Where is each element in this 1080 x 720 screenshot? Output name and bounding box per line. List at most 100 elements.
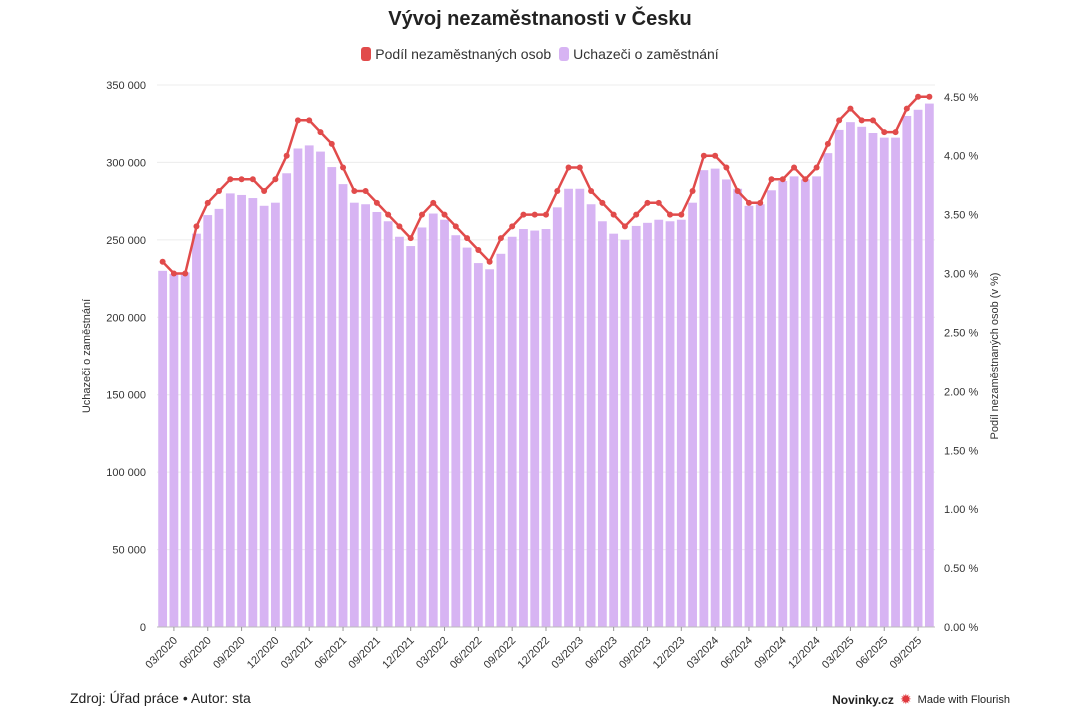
x-tick-label: 06/2021 bbox=[313, 635, 350, 672]
bar bbox=[237, 194, 246, 627]
bar bbox=[225, 193, 235, 627]
x-tick-label: 12/2022 bbox=[516, 635, 553, 672]
data-point bbox=[396, 223, 403, 230]
bar bbox=[609, 233, 619, 628]
data-point bbox=[418, 211, 425, 218]
y-left-tick-label: 200 000 bbox=[106, 312, 146, 324]
legend-swatch-rate bbox=[361, 47, 372, 61]
data-point bbox=[509, 223, 516, 230]
y-right-tick-label: 1.00 % bbox=[944, 504, 978, 516]
x-tick-label: 03/2025 bbox=[820, 635, 857, 672]
bar bbox=[406, 246, 416, 627]
data-point bbox=[734, 188, 741, 195]
bar bbox=[643, 222, 652, 627]
x-tick-label: 03/2022 bbox=[414, 635, 451, 672]
source-note: Zdroj: Úřad práce • Autor: sta bbox=[70, 690, 251, 706]
data-point bbox=[283, 152, 290, 159]
data-point bbox=[486, 258, 493, 265]
data-point bbox=[892, 129, 899, 136]
bar bbox=[552, 207, 562, 627]
data-point bbox=[926, 93, 933, 100]
bar bbox=[158, 270, 168, 627]
data-point bbox=[791, 164, 798, 171]
data-point bbox=[430, 199, 437, 206]
data-point bbox=[193, 223, 200, 230]
y-left-tick-label: 150 000 bbox=[106, 390, 146, 402]
data-point bbox=[182, 270, 189, 277]
data-point bbox=[802, 176, 809, 183]
x-tick-label: 12/2024 bbox=[786, 635, 823, 672]
legend-swatch-applicants bbox=[559, 47, 570, 61]
x-tick-label: 12/2023 bbox=[651, 635, 688, 672]
bar bbox=[699, 170, 709, 627]
y-right-tick-label: 1.50 % bbox=[944, 445, 978, 457]
data-point bbox=[576, 164, 583, 171]
data-point bbox=[655, 199, 662, 206]
brand-logo[interactable]: Novinky.cz bbox=[832, 692, 894, 707]
data-point bbox=[340, 164, 347, 171]
bar bbox=[654, 219, 664, 627]
data-point bbox=[700, 152, 707, 159]
y-left-tick-label: 50 000 bbox=[112, 545, 146, 557]
data-point bbox=[351, 188, 358, 195]
bar bbox=[778, 181, 788, 628]
data-point bbox=[373, 199, 380, 206]
bar bbox=[361, 204, 370, 628]
legend-item-rate[interactable]: Podíl nezaměstnaných osob bbox=[361, 46, 551, 62]
bar bbox=[541, 229, 551, 627]
bar-series bbox=[158, 103, 934, 628]
data-point bbox=[689, 188, 696, 195]
data-point bbox=[294, 117, 301, 124]
data-point bbox=[858, 117, 865, 124]
bar bbox=[440, 219, 449, 627]
bar bbox=[507, 236, 517, 627]
bar bbox=[924, 103, 934, 627]
data-point bbox=[520, 211, 527, 218]
x-tick-label: 12/2020 bbox=[245, 635, 282, 672]
bar bbox=[846, 122, 855, 627]
data-point bbox=[475, 246, 482, 253]
x-tick-label: 06/2024 bbox=[718, 635, 755, 672]
bar bbox=[879, 137, 889, 627]
bar bbox=[834, 129, 844, 627]
flourish-credit[interactable]: Made with Flourish bbox=[917, 693, 1010, 706]
data-point bbox=[554, 188, 561, 195]
bar bbox=[327, 167, 337, 627]
bar bbox=[676, 219, 686, 627]
bar bbox=[665, 221, 675, 627]
x-tick-label: 06/2025 bbox=[854, 635, 891, 672]
data-point bbox=[599, 199, 606, 206]
data-point bbox=[881, 129, 888, 136]
data-point bbox=[610, 211, 617, 218]
x-tick-label: 03/2021 bbox=[279, 635, 316, 672]
y-right-tick-label: 2.00 % bbox=[944, 386, 978, 398]
bar bbox=[586, 204, 596, 628]
data-point bbox=[621, 223, 628, 230]
legend-label-rate: Podíl nezaměstnaných osob bbox=[375, 46, 552, 62]
y-right-tick-label: 2.50 % bbox=[944, 327, 978, 339]
y-right-tick-label: 0.00 % bbox=[944, 622, 978, 634]
x-tick-label: 09/2025 bbox=[888, 635, 925, 672]
data-point bbox=[723, 164, 730, 171]
data-point bbox=[588, 188, 595, 195]
bar bbox=[485, 269, 495, 627]
x-tick-label: 09/2024 bbox=[752, 635, 789, 672]
y-right-tick-label: 3.00 % bbox=[944, 269, 978, 281]
bar bbox=[338, 184, 348, 627]
bar bbox=[214, 208, 224, 627]
data-point bbox=[227, 176, 234, 183]
data-point bbox=[452, 223, 459, 230]
chart-title: Vývoj nezaměstnanosti v Česku bbox=[388, 8, 692, 30]
bar bbox=[620, 239, 630, 627]
legend-item-applicants[interactable]: Uchazeči o zaměstnání bbox=[559, 46, 719, 62]
bar bbox=[530, 230, 540, 627]
y-right-axis-title: Podíl nezaměstnaných osob (v %) bbox=[989, 273, 1001, 440]
data-point bbox=[847, 105, 854, 112]
bar bbox=[372, 211, 382, 628]
data-point bbox=[915, 93, 922, 100]
legend-label-applicants: Uchazeči o zaměstnání bbox=[573, 46, 719, 62]
x-tick-label: 03/2023 bbox=[549, 635, 586, 672]
bar bbox=[462, 247, 472, 627]
x-tick-label: 09/2020 bbox=[211, 635, 248, 672]
y-left-tick-label: 100 000 bbox=[106, 467, 146, 479]
